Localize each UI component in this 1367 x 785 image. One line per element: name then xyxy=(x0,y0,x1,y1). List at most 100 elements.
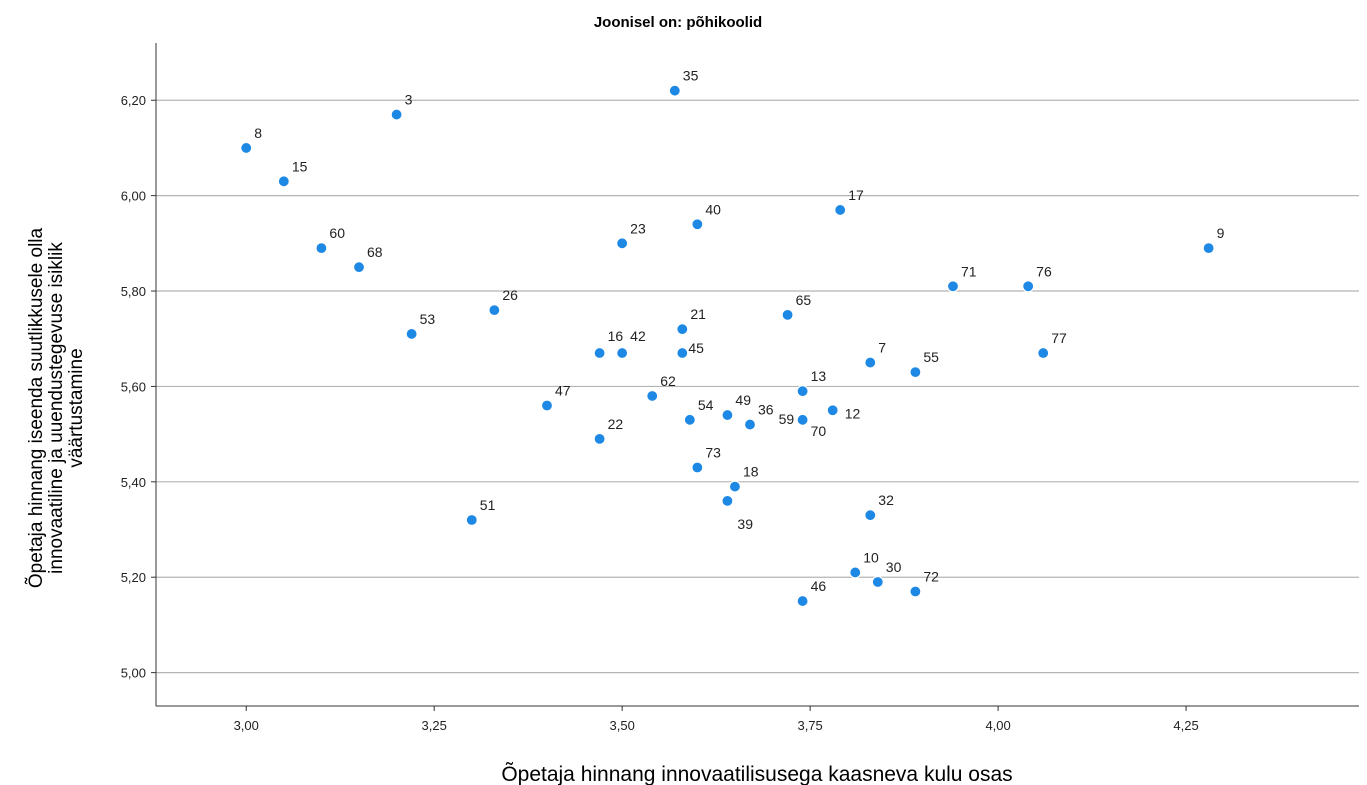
data-point xyxy=(646,389,659,403)
point-label: 54 xyxy=(698,397,714,413)
point-label: 73 xyxy=(705,445,721,461)
point-label: 18 xyxy=(743,464,759,480)
data-point xyxy=(909,585,922,598)
y-axis-label: Õpetaja hinnang iseenda suutlikkusele ol… xyxy=(25,227,87,588)
y-tick-label: 5,00 xyxy=(121,666,146,681)
y-axis-label-line-2: innovaatiline ja uuendustegevuse isiklik xyxy=(46,242,67,574)
data-point xyxy=(616,346,629,360)
y-tick-label: 5,80 xyxy=(121,284,146,299)
point-label: 46 xyxy=(811,578,827,594)
point-label: 65 xyxy=(796,292,812,308)
data-point xyxy=(728,480,742,493)
y-tick-label: 5,60 xyxy=(121,379,146,394)
point-label: 55 xyxy=(923,349,939,365)
data-point xyxy=(1202,242,1215,255)
x-tick-label: 4,00 xyxy=(985,718,1010,733)
data-point xyxy=(593,346,606,360)
point-label: 53 xyxy=(420,311,436,327)
point-label: 62 xyxy=(660,373,676,389)
data-point xyxy=(465,513,478,527)
data-point xyxy=(781,308,794,321)
chart-title: Joonisel on: põhikoolid xyxy=(594,14,762,31)
data-point xyxy=(946,280,960,293)
data-point xyxy=(849,566,862,579)
data-points: 8 15 3 60 68 53 26 51 47 22 16 42 23 35 40 21 45 62 54 73 49… xyxy=(240,68,1225,608)
point-label: 3 xyxy=(405,92,413,108)
y-axis-label-line-1: Õpetaja hinnang iseenda suutlikkusele ol… xyxy=(25,227,47,588)
point-label: 59 xyxy=(779,411,795,427)
point-label: 8 xyxy=(254,125,262,141)
point-label: 72 xyxy=(923,569,939,585)
data-point xyxy=(826,404,839,417)
x-axis-label: Õpetaja hinnang innovaatilisusega kaasne… xyxy=(501,762,1012,785)
point-label: 15 xyxy=(292,158,308,174)
x-tick-label: 3,00 xyxy=(234,718,259,733)
data-point xyxy=(676,323,689,336)
y-tick-label: 6,20 xyxy=(121,93,146,108)
point-label: 39 xyxy=(737,516,753,532)
data-point xyxy=(390,108,403,121)
point-label: 47 xyxy=(555,383,571,399)
point-label: 51 xyxy=(480,497,496,513)
data-point xyxy=(315,242,328,255)
data-point xyxy=(691,218,704,231)
point-label: 23 xyxy=(630,220,646,236)
data-point xyxy=(796,385,809,398)
data-point xyxy=(488,304,501,317)
point-label: 10 xyxy=(863,549,879,565)
grid xyxy=(156,99,1359,674)
data-point xyxy=(676,346,689,360)
x-tick-label: 4,25 xyxy=(1173,718,1198,733)
data-point xyxy=(683,413,696,426)
point-label: 77 xyxy=(1051,330,1067,346)
data-point xyxy=(721,408,734,422)
y-tick-label: 6,00 xyxy=(121,189,146,204)
data-point xyxy=(352,261,366,274)
axes xyxy=(155,43,1359,707)
point-label: 21 xyxy=(690,306,706,322)
point-label: 32 xyxy=(878,492,894,508)
data-point xyxy=(616,237,629,250)
point-label: 22 xyxy=(608,416,624,432)
y-tick-label: 5,20 xyxy=(121,570,146,585)
data-point xyxy=(277,175,290,188)
data-point xyxy=(796,594,809,608)
point-label: 16 xyxy=(608,328,624,344)
data-point xyxy=(743,418,757,431)
data-point xyxy=(871,575,884,589)
point-label: 49 xyxy=(735,392,751,408)
point-label: 9 xyxy=(1217,225,1225,241)
data-point xyxy=(405,327,418,341)
data-point xyxy=(864,509,877,522)
data-point xyxy=(834,203,847,217)
point-label: 42 xyxy=(630,328,646,344)
data-point xyxy=(1022,280,1035,293)
data-point xyxy=(721,494,734,507)
point-label: 17 xyxy=(848,187,864,203)
data-point xyxy=(540,399,554,412)
data-point xyxy=(909,366,922,379)
point-label: 35 xyxy=(683,68,699,84)
y-axis-label-line-3: väärtustamine xyxy=(66,348,87,467)
data-point xyxy=(864,356,877,369)
point-label: 60 xyxy=(329,225,345,241)
x-axis-ticks: 3,00 3,25 3,50 3,75 4,00 4,25 xyxy=(234,706,1199,733)
point-label: 40 xyxy=(705,201,721,217)
point-label: 30 xyxy=(886,559,902,575)
point-label: 12 xyxy=(845,405,861,421)
data-point xyxy=(1037,346,1050,360)
x-tick-label: 3,75 xyxy=(797,718,822,733)
data-point xyxy=(796,413,809,426)
data-point xyxy=(691,461,704,474)
point-label: 36 xyxy=(758,402,774,418)
point-label: 70 xyxy=(811,423,827,439)
y-axis-ticks: 5,00 5,20 5,40 5,60 5,80 6,00 6,20 xyxy=(121,93,156,681)
point-label: 76 xyxy=(1036,263,1052,279)
data-point xyxy=(593,432,606,445)
point-label: 71 xyxy=(961,263,977,279)
x-tick-label: 3,25 xyxy=(422,718,447,733)
data-point xyxy=(668,84,681,97)
point-label: 26 xyxy=(502,287,518,303)
point-label: 13 xyxy=(811,368,827,384)
